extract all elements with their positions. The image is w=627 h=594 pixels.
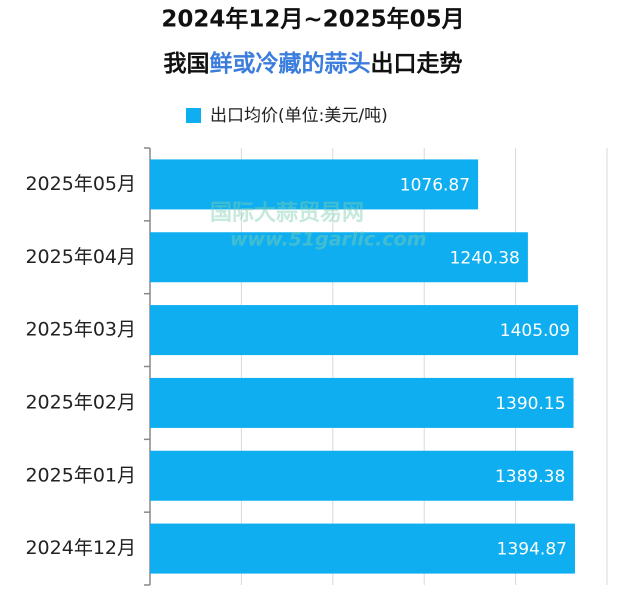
subtitle-highlight: 鲜或冷藏的蒜头: [210, 50, 371, 77]
bar: [150, 523, 575, 574]
value-label: 1390.15: [495, 394, 565, 414]
bar: [150, 232, 528, 283]
value-label: 1389.38: [495, 467, 565, 487]
watermark: www.51garlic.com: [230, 229, 427, 251]
bar: [150, 305, 579, 356]
legend-swatch: [186, 108, 201, 123]
y-tick-label: 2025年04月: [25, 246, 136, 268]
chart-subtitle: 我国鲜或冷藏的蒜头出口走势: [164, 50, 463, 77]
y-tick-label: 2025年01月: [25, 464, 136, 486]
y-tick-label: 2024年12月: [25, 537, 136, 559]
value-label: 1394.87: [497, 540, 567, 560]
plot-area: 出口均价(单位:美元/吨) 2025年05月 1076.87 2025年04月 1240…: [25, 106, 608, 586]
value-label: 1405.09: [500, 321, 570, 341]
bar: [150, 377, 574, 428]
bar: [150, 159, 479, 210]
subtitle-part: 出口走势: [371, 51, 463, 77]
subtitle-part: 我国: [164, 51, 210, 77]
y-tick-label: 2025年05月: [25, 173, 136, 195]
y-tick-label: 2025年02月: [25, 391, 136, 413]
chart-title: 2024年12月~2025年05月: [161, 6, 464, 33]
legend-label: 出口均价(单位:美元/吨): [210, 106, 388, 126]
value-label: 1240.38: [450, 248, 520, 268]
bar: [150, 450, 574, 501]
y-tick-label: 2025年03月: [25, 319, 136, 341]
watermark: 国际大蒜贸易网: [210, 201, 364, 226]
value-label: 1076.87: [400, 175, 470, 195]
